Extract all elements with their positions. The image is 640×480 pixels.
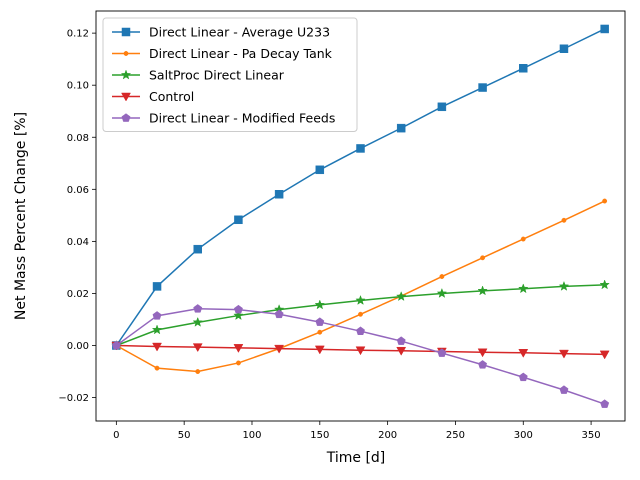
data-point bbox=[478, 360, 488, 369]
y-tick-label: 0.12 bbox=[67, 29, 89, 40]
y-tick-label: 0.10 bbox=[67, 81, 89, 92]
legend-entry: Control bbox=[112, 89, 194, 104]
data-point bbox=[315, 317, 325, 326]
y-tick-label: −0.02 bbox=[58, 393, 89, 404]
data-point bbox=[395, 291, 407, 302]
data-point bbox=[195, 369, 201, 374]
data-point bbox=[559, 385, 569, 394]
legend-marker bbox=[123, 51, 129, 56]
x-tick-label: 200 bbox=[378, 430, 397, 441]
data-point bbox=[520, 236, 526, 242]
series-3 bbox=[111, 341, 610, 360]
data-point bbox=[599, 279, 610, 290]
data-point bbox=[561, 217, 567, 223]
data-point bbox=[477, 348, 488, 358]
x-tick-label: 100 bbox=[242, 430, 261, 441]
data-point bbox=[274, 309, 284, 319]
series-4 bbox=[111, 304, 610, 408]
data-point bbox=[602, 198, 608, 204]
data-point bbox=[233, 344, 244, 353]
data-point bbox=[314, 299, 326, 310]
x-tick-label: 350 bbox=[582, 430, 601, 441]
legend-marker bbox=[121, 92, 131, 102]
data-point bbox=[358, 311, 363, 317]
legend-marker bbox=[121, 27, 131, 37]
data-point bbox=[274, 344, 285, 354]
data-point bbox=[152, 342, 162, 352]
data-point bbox=[600, 24, 609, 34]
data-point bbox=[396, 336, 406, 345]
data-point bbox=[193, 304, 203, 313]
legend-label: Direct Linear - Modified Feeds bbox=[149, 111, 335, 126]
legend-label: Control bbox=[149, 89, 194, 104]
data-point bbox=[356, 144, 365, 153]
data-point bbox=[274, 190, 284, 199]
data-point bbox=[437, 102, 447, 112]
legend-marker bbox=[121, 113, 131, 122]
data-point bbox=[192, 316, 203, 327]
legend-marker bbox=[120, 69, 132, 80]
y-tick-label: 0.02 bbox=[67, 289, 89, 300]
legend-entry: Direct Linear - Modified Feeds bbox=[112, 111, 335, 126]
legend: Direct Linear - Average U233 Direct Linea… bbox=[102, 17, 358, 132]
data-point bbox=[436, 287, 448, 298]
data-point bbox=[519, 64, 528, 73]
data-point bbox=[558, 280, 570, 291]
data-point bbox=[559, 349, 569, 359]
legend-entry: Direct Linear - Pa Decay Tank bbox=[112, 46, 333, 61]
data-point bbox=[152, 282, 162, 291]
data-point bbox=[355, 346, 366, 356]
data-point bbox=[559, 44, 569, 53]
data-point bbox=[315, 165, 325, 175]
data-point bbox=[396, 123, 406, 133]
y-tick-label: 0.00 bbox=[67, 341, 89, 352]
y-tick-label: 0.06 bbox=[67, 185, 89, 196]
data-point bbox=[518, 372, 528, 382]
y-axis-label: Net Mass Percent Change [%] bbox=[13, 112, 29, 320]
data-point bbox=[518, 283, 529, 294]
y-tick-label: 0.08 bbox=[67, 133, 89, 144]
x-axis-label: Time [d] bbox=[326, 450, 386, 466]
x-tick-label: 150 bbox=[310, 430, 329, 441]
legend-entry: Direct Linear - Average U233 bbox=[112, 25, 330, 40]
data-point bbox=[600, 399, 610, 408]
data-point bbox=[151, 324, 163, 335]
plot-frame bbox=[95, 10, 626, 422]
axis-ticks: 0 50 100 150 200 250 300 350 −0.02 0.00 0.02 0.04 0.… bbox=[58, 29, 600, 441]
series-line bbox=[115, 200, 605, 373]
data-point bbox=[154, 365, 160, 371]
legend-label: SaltProc Direct Linear bbox=[149, 68, 285, 83]
data-point bbox=[518, 349, 529, 358]
data-point bbox=[437, 348, 447, 357]
data-point bbox=[152, 311, 162, 320]
data-point bbox=[477, 285, 488, 296]
data-point bbox=[355, 294, 366, 305]
data-point bbox=[233, 304, 243, 314]
data-point bbox=[235, 360, 241, 366]
data-point bbox=[317, 329, 323, 335]
data-point bbox=[193, 244, 202, 254]
data-point bbox=[599, 350, 610, 360]
data-point bbox=[439, 274, 445, 279]
data-point bbox=[111, 340, 121, 350]
data-point bbox=[480, 255, 486, 261]
legend-label: Direct Linear - Average U233 bbox=[149, 25, 330, 40]
data-point bbox=[396, 346, 407, 356]
y-tick-label: 0.04 bbox=[67, 237, 89, 248]
x-tick-label: 50 bbox=[178, 430, 191, 441]
x-tick-label: 250 bbox=[446, 430, 465, 441]
data-point bbox=[234, 215, 243, 225]
data-point bbox=[478, 83, 487, 92]
data-point bbox=[314, 345, 325, 355]
legend-box bbox=[102, 17, 358, 132]
data-point bbox=[192, 343, 203, 353]
legend-label: Direct Linear - Pa Decay Tank bbox=[149, 46, 333, 61]
plot-marks bbox=[111, 24, 610, 408]
legend-entry: SaltProc Direct Linear bbox=[112, 68, 285, 83]
data-point bbox=[356, 326, 365, 335]
x-tick-label: 0 bbox=[113, 430, 119, 441]
data-point bbox=[233, 310, 244, 321]
x-tick-label: 300 bbox=[514, 430, 533, 441]
